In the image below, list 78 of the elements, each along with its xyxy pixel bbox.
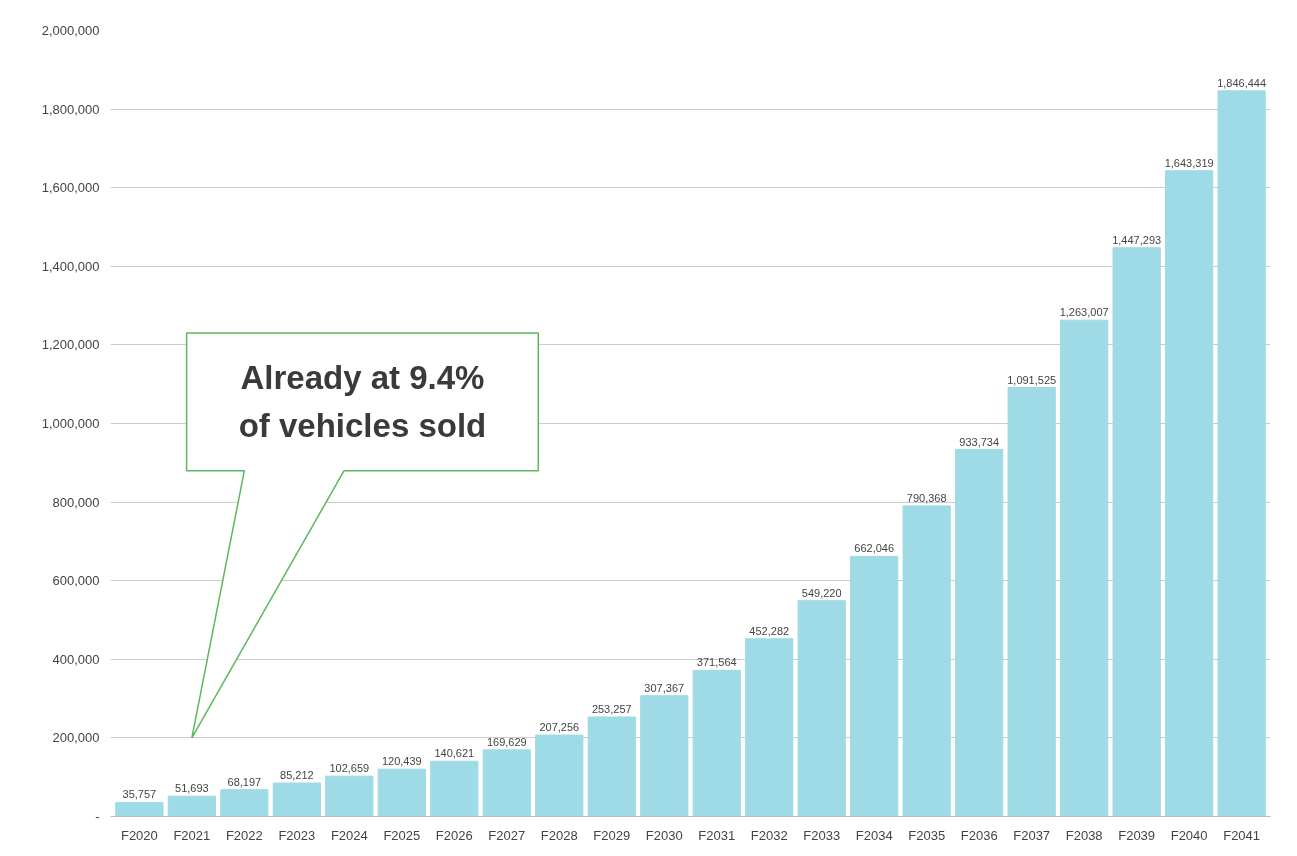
data-label: 307,367 [644,681,685,694]
data-label: 549,220 [801,586,842,599]
x-tick-label: F2021 [173,827,211,843]
x-tick-label: F2037 [1013,827,1051,843]
bar [220,789,269,817]
data-label: 207,256 [539,721,580,734]
x-tick-label: F2025 [383,827,421,843]
data-label: 1,263,007 [1059,306,1109,319]
data-label: 1,447,293 [1112,233,1162,246]
bar [272,782,321,817]
data-label: 371,564 [696,656,737,669]
x-tick-label: F2024 [330,827,368,843]
x-tick-label: F2026 [435,827,473,843]
x-tick-label: F2033 [803,827,841,843]
x-tick-label: F2029 [593,827,631,843]
bar [325,775,374,817]
bar [1165,170,1214,817]
data-label: 1,643,319 [1164,156,1214,169]
y-tick-label: 1,400,000 [41,258,100,274]
bar [430,760,479,817]
data-label: 790,368 [906,491,947,504]
y-tick-label: 800,000 [52,494,100,510]
x-tick-label: F2036 [960,827,998,843]
data-label: 1,846,444 [1217,76,1267,89]
data-label: 169,629 [486,735,527,748]
bar [167,795,216,817]
bar [745,638,794,817]
x-tick-label: F2030 [645,827,683,843]
y-tick-label: - [95,809,100,824]
x-tick-label: F2039 [1118,827,1156,843]
x-tick-label: F2032 [750,827,788,843]
y-tick-label: 1,600,000 [41,180,100,196]
data-label: 68,197 [227,775,262,788]
data-label: 102,659 [329,762,370,775]
y-tick-label: 1,800,000 [41,101,100,117]
x-tick-label: F2040 [1170,827,1208,843]
x-tick-label: F2022 [225,827,263,843]
bar [587,716,636,817]
y-tick-label: 200,000 [52,730,100,746]
bar [1112,247,1161,817]
x-tick-label: F2035 [908,827,946,843]
x-tick-label: F2028 [540,827,578,843]
y-tick-label: 1,000,000 [41,416,100,431]
x-tick-label: F2027 [488,827,526,843]
data-label: 35,757 [122,788,157,801]
bar [955,449,1004,817]
x-tick-label: F2031 [698,827,736,843]
bar [535,734,584,817]
data-label: 51,693 [175,782,209,795]
data-label: 253,257 [591,702,632,715]
x-tick-label: F2034 [855,827,893,843]
data-label: 933,734 [959,435,1000,448]
y-tick-label: 400,000 [52,651,100,667]
bar [797,600,846,817]
bar [482,749,531,817]
y-tick-label: 2,000,000 [41,23,100,38]
bar [1060,319,1109,817]
x-tick-label: F2023 [278,827,316,843]
data-label: 120,439 [381,755,422,768]
annotation: Already at 9.4% of vehicles sold [238,359,487,445]
bar [692,669,741,817]
bar [902,505,951,817]
bar [1007,387,1056,817]
x-tick-label: F2020 [120,827,158,843]
data-label: 85,212 [280,769,314,782]
y-tick-label: 600,000 [52,573,100,589]
x-tick-label: F2038 [1065,827,1103,843]
data-label: 140,621 [434,747,475,760]
y-tick-label: 1,200,000 [41,337,100,353]
bar [377,768,426,817]
bar [850,555,899,817]
bar [640,695,689,817]
data-label: 1,091,525 [1007,373,1057,386]
data-label: 452,282 [749,624,790,637]
bar [1217,90,1266,817]
bar [115,801,164,817]
x-tick-label: F2041 [1223,827,1261,843]
data-label: 662,046 [854,542,895,555]
